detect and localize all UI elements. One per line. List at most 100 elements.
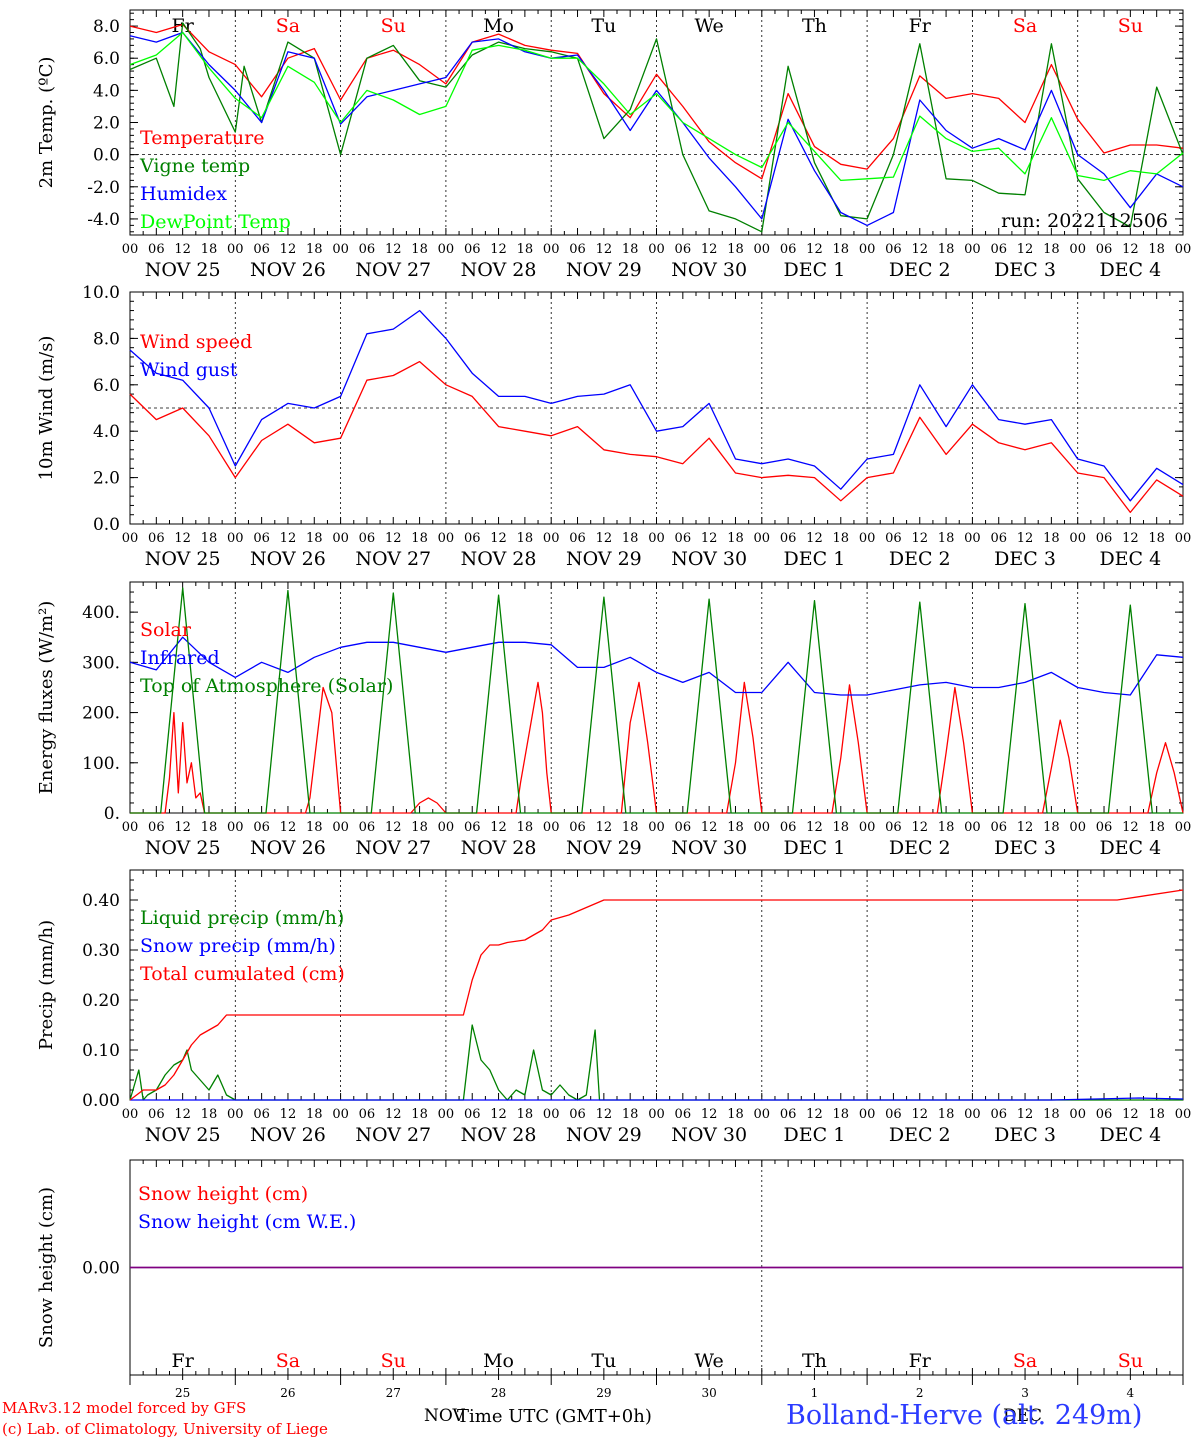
hour-label: 18 xyxy=(306,820,323,835)
weekday-label: Su xyxy=(1118,15,1143,37)
station-label: Bolland-Herve (alt. 249m) xyxy=(786,1400,1143,1431)
hour-label: 18 xyxy=(1043,242,1060,257)
day-number-label: 1 xyxy=(811,1386,819,1400)
legend-entry: Wind speed xyxy=(140,331,252,353)
hour-label: 06 xyxy=(569,242,586,257)
hour-label: 06 xyxy=(1096,531,1113,546)
hour-label: 06 xyxy=(148,242,165,257)
y-tick-label: 6.0 xyxy=(93,376,120,396)
hour-label: 06 xyxy=(569,820,586,835)
y-tick-label: 400. xyxy=(82,603,120,623)
hour-label: 06 xyxy=(464,820,481,835)
hour-label: 18 xyxy=(833,242,850,257)
legend-entry: Snow height (cm W.E.) xyxy=(138,1211,356,1233)
hour-label: 18 xyxy=(833,531,850,546)
hour-label: 12 xyxy=(596,242,613,257)
hour-label: 06 xyxy=(464,531,481,546)
hour-label: 00 xyxy=(1069,242,1086,257)
date-label: NOV 25 xyxy=(145,548,221,570)
series-line-dewpoint-temp xyxy=(129,31,1184,182)
month-left-label: NOV xyxy=(424,1406,465,1426)
hour-label: 18 xyxy=(306,531,323,546)
y-tick-label: 2.0 xyxy=(93,469,120,489)
hour-label: 00 xyxy=(859,242,876,257)
hour-label: 00 xyxy=(1069,531,1086,546)
hour-label: 18 xyxy=(517,531,534,546)
hour-label: 00 xyxy=(648,820,665,835)
hour-label: 12 xyxy=(174,242,191,257)
day-number-label: 29 xyxy=(596,1386,611,1400)
hour-label: 18 xyxy=(622,1107,639,1122)
day-number-label: 25 xyxy=(175,1386,190,1400)
weekday-label: Sa xyxy=(276,15,300,37)
hour-label: 18 xyxy=(833,1107,850,1122)
hour-label: 18 xyxy=(1148,531,1165,546)
hour-label: 12 xyxy=(911,242,928,257)
hour-label: 06 xyxy=(675,1107,692,1122)
hour-label: 00 xyxy=(859,1107,876,1122)
weekday-label: Sa xyxy=(1013,1350,1037,1372)
hour-label: 18 xyxy=(1148,820,1165,835)
date-label: DEC 2 xyxy=(889,259,951,281)
hour-label: 06 xyxy=(780,1107,797,1122)
date-label: NOV 28 xyxy=(461,837,537,859)
date-label: DEC 4 xyxy=(1099,259,1161,281)
weekday-label: Fr xyxy=(172,1350,195,1372)
hour-label: 06 xyxy=(253,531,270,546)
hour-label: 06 xyxy=(885,531,902,546)
legend-entry: Top of Atmosphere (Solar) xyxy=(140,675,393,697)
day-number-label: 27 xyxy=(386,1386,401,1400)
hour-label: 06 xyxy=(148,531,165,546)
hour-label: 18 xyxy=(622,531,639,546)
date-label: DEC 4 xyxy=(1099,837,1161,859)
hour-label: 18 xyxy=(1043,1107,1060,1122)
legend-entry: Temperature xyxy=(140,127,264,149)
y-axis-title: 10m Wind (m/s) xyxy=(36,336,57,481)
credit-line-2: (c) Lab. of Climatology, University of L… xyxy=(2,1420,328,1438)
date-label: DEC 1 xyxy=(784,1124,846,1146)
series-line-top-of-atmosphere-solar- xyxy=(130,587,1183,814)
hour-label: 18 xyxy=(411,820,428,835)
date-label: DEC 3 xyxy=(994,259,1056,281)
weekday-label: Su xyxy=(381,15,406,37)
hour-label: 12 xyxy=(280,531,297,546)
hour-label: 06 xyxy=(359,531,376,546)
hour-label: 18 xyxy=(1148,242,1165,257)
hour-label: 12 xyxy=(174,1107,191,1122)
hour-label: 18 xyxy=(201,820,218,835)
hour-label: 06 xyxy=(253,242,270,257)
hour-label: 18 xyxy=(833,820,850,835)
hour-label: 06 xyxy=(1096,1107,1113,1122)
hour-label: 00 xyxy=(1069,1107,1086,1122)
hour-label: 00 xyxy=(122,1107,139,1122)
legend-entry: Humidex xyxy=(140,183,227,205)
date-label: NOV 26 xyxy=(250,1124,326,1146)
series-line-wind-speed xyxy=(129,360,1184,514)
date-label: DEC 3 xyxy=(994,1124,1056,1146)
hour-label: 12 xyxy=(596,531,613,546)
hour-label: 00 xyxy=(754,242,771,257)
hour-label: 12 xyxy=(490,242,507,257)
y-tick-label: 0.20 xyxy=(82,991,120,1011)
y-tick-label: 10.0 xyxy=(82,283,120,303)
hour-label: 12 xyxy=(385,820,402,835)
hour-label: 12 xyxy=(1017,1107,1034,1122)
y-tick-label: 200. xyxy=(82,704,120,724)
hour-label: 12 xyxy=(911,820,928,835)
hour-label: 00 xyxy=(332,820,349,835)
legend-entry: DewPoint Temp xyxy=(140,211,291,233)
hour-label: 18 xyxy=(201,242,218,257)
hour-label: 00 xyxy=(964,820,981,835)
date-label: DEC 4 xyxy=(1099,1124,1161,1146)
hour-label: 00 xyxy=(754,820,771,835)
hour-label: 06 xyxy=(885,820,902,835)
y-axis-title: Energy fluxes (W/m²) xyxy=(36,601,57,795)
legend-entry: Solar xyxy=(140,619,192,641)
weekday-label: Mo xyxy=(483,15,514,37)
date-label: NOV 29 xyxy=(566,548,642,570)
hour-label: 12 xyxy=(385,242,402,257)
hour-label: 12 xyxy=(596,1107,613,1122)
y-tick-label: 0.30 xyxy=(82,941,120,961)
hour-label: 00 xyxy=(964,242,981,257)
hour-label: 18 xyxy=(411,1107,428,1122)
